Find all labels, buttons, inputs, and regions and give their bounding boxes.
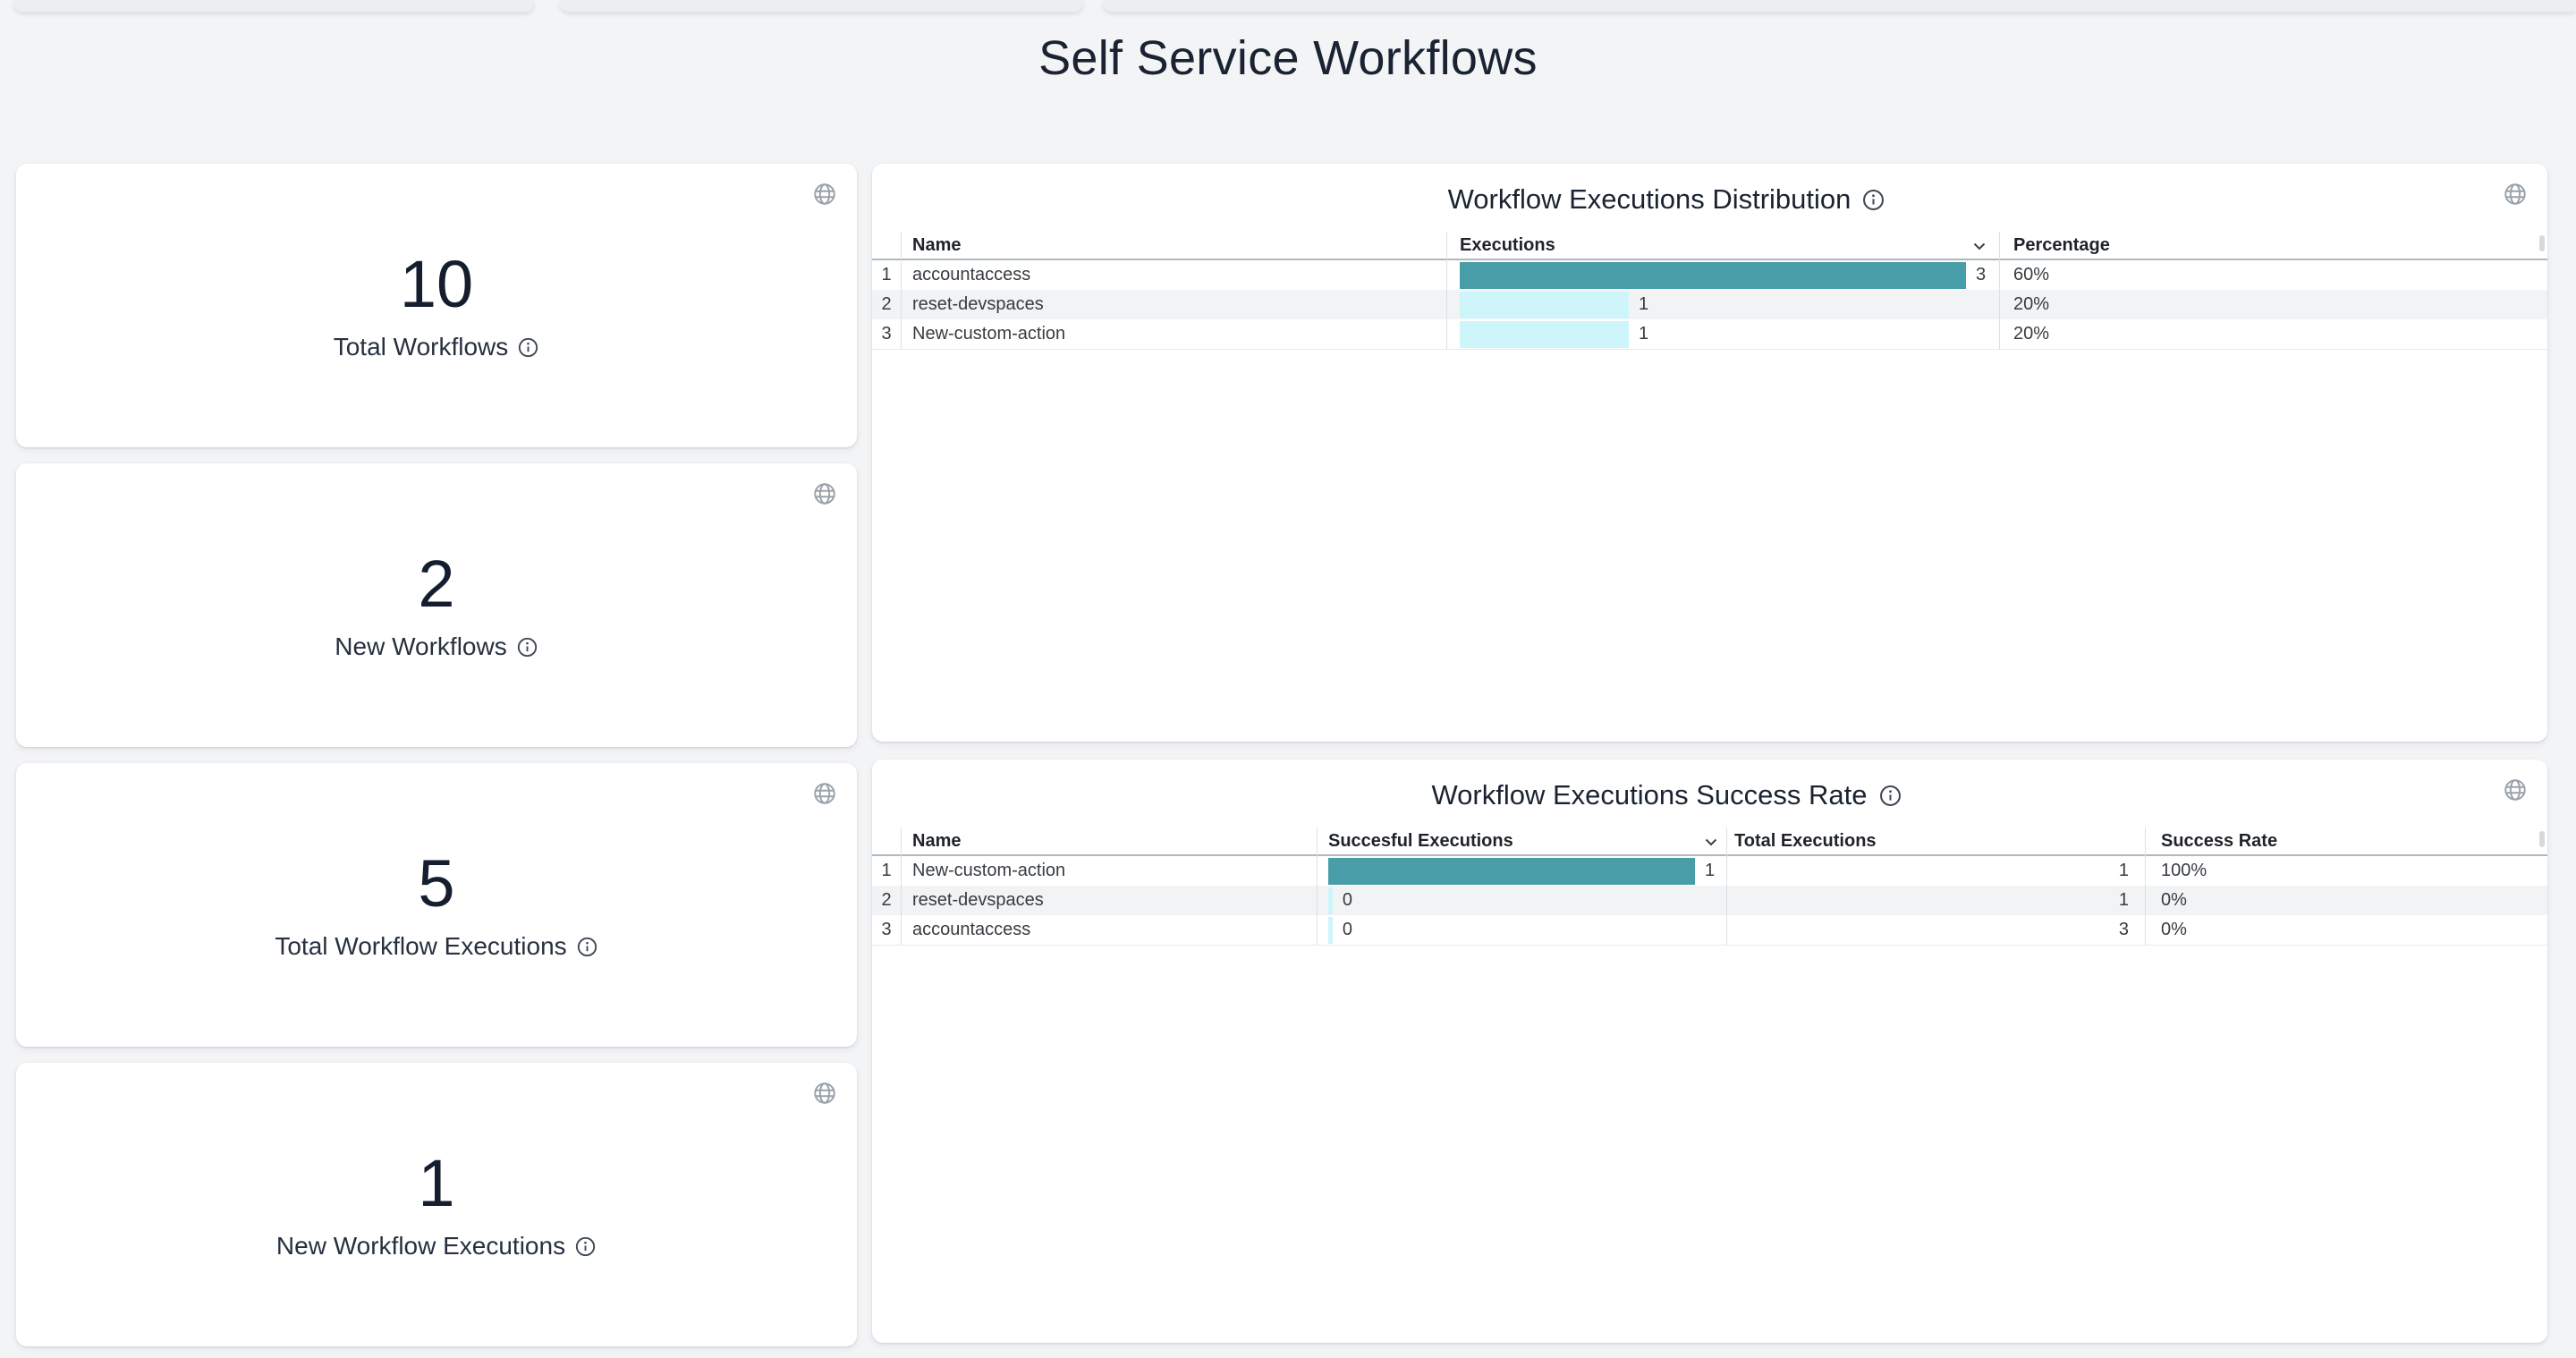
table-bottom-border xyxy=(872,349,2547,350)
info-icon[interactable] xyxy=(574,1235,597,1258)
table-row: 2 reset-devspaces 1 20% xyxy=(872,290,2547,319)
total-executions-value: 3 xyxy=(2118,920,2129,939)
column-header-executions[interactable]: Executions xyxy=(1460,235,1555,255)
stat-value: 2 xyxy=(418,547,455,621)
stat-card-total-workflows: 10 Total Workflows xyxy=(16,164,857,447)
column-divider xyxy=(901,828,902,946)
column-header-success-rate[interactable]: Success Rate xyxy=(2161,831,2278,851)
column-header-successful-executions[interactable]: Succesful Executions xyxy=(1328,831,1513,851)
percentage-value: 60% xyxy=(2013,265,2050,284)
workflow-name: accountaccess xyxy=(912,920,1031,939)
successful-executions-bar xyxy=(1328,916,1333,944)
scrollbar-thumb[interactable] xyxy=(2539,235,2545,251)
executions-value: 3 xyxy=(1976,265,1987,284)
successful-executions-bar xyxy=(1328,887,1333,914)
row-index: 1 xyxy=(881,861,892,880)
workflow-name: accountaccess xyxy=(912,265,1031,284)
globe-icon[interactable] xyxy=(2503,777,2528,802)
table-header-row: Name Succesful Executions Total Executio… xyxy=(872,828,2547,856)
chevron-down-icon[interactable] xyxy=(1969,235,1990,257)
info-icon[interactable] xyxy=(576,936,598,958)
workflow-name: reset-devspaces xyxy=(912,294,1044,314)
widget-title: Workflow Executions Success Rate xyxy=(1431,779,1868,811)
info-icon[interactable] xyxy=(516,636,538,658)
row-index: 2 xyxy=(881,294,892,314)
chevron-down-icon[interactable] xyxy=(1700,831,1722,853)
row-index: 3 xyxy=(881,324,892,344)
widget-title: Workflow Executions Distribution xyxy=(1447,183,1852,215)
column-header-name[interactable]: Name xyxy=(912,831,962,851)
executions-bar xyxy=(1460,291,1630,318)
workflow-name: New-custom-action xyxy=(912,324,1066,344)
globe-icon[interactable] xyxy=(812,1081,837,1106)
stat-value: 1 xyxy=(418,1146,455,1220)
scrolled-card-remnant xyxy=(1103,0,2576,12)
percentage-value: 20% xyxy=(2013,324,2050,344)
column-header-percentage[interactable]: Percentage xyxy=(2013,235,2110,255)
stat-card-new-workflow-executions: 1 New Workflow Executions xyxy=(16,1063,857,1346)
stat-label: Total Workflow Executions xyxy=(275,932,567,960)
scrollbar-thumb[interactable] xyxy=(2539,831,2545,847)
page-title: Self Service Workflows xyxy=(1038,31,1538,85)
total-executions-value: 1 xyxy=(2118,890,2129,910)
stat-card-new-workflows: 2 New Workflows xyxy=(16,463,857,747)
info-icon[interactable] xyxy=(1878,784,1902,808)
workflow-name: reset-devspaces xyxy=(912,890,1044,910)
table-bottom-border xyxy=(872,945,2547,946)
successful-executions-bar xyxy=(1328,857,1695,885)
column-header-name[interactable]: Name xyxy=(912,235,962,255)
stat-value: 10 xyxy=(399,247,474,321)
column-divider xyxy=(2145,828,2146,946)
row-index: 3 xyxy=(881,920,892,939)
workflow-executions-distribution-widget: Workflow Executions Distribution Name Ex… xyxy=(872,164,2547,742)
stat-label: New Workflow Executions xyxy=(275,1232,566,1260)
table-row: 3 New-custom-action 1 20% xyxy=(872,319,2547,349)
row-index: 2 xyxy=(881,890,892,910)
success-rate-value: 100% xyxy=(2161,861,2207,880)
column-divider xyxy=(1317,828,1318,946)
workflow-executions-success-rate-widget: Workflow Executions Success Rate Name Su… xyxy=(872,760,2547,1343)
globe-icon[interactable] xyxy=(812,182,837,207)
successful-executions-value: 0 xyxy=(1342,890,1353,910)
stat-value: 5 xyxy=(418,846,455,921)
table-row: 2 reset-devspaces 0 1 0% xyxy=(872,886,2547,915)
column-divider xyxy=(1726,828,1727,946)
table-row: 3 accountaccess 0 3 0% xyxy=(872,915,2547,945)
globe-icon[interactable] xyxy=(812,781,837,806)
stat-label: New Workflows xyxy=(335,632,507,660)
success-rate-value: 0% xyxy=(2161,920,2187,939)
total-executions-value: 1 xyxy=(2118,861,2129,880)
info-icon[interactable] xyxy=(1861,188,1885,212)
scrolled-card-remnant xyxy=(13,0,534,12)
column-divider xyxy=(901,232,902,350)
executions-bar xyxy=(1460,320,1630,348)
globe-icon[interactable] xyxy=(2503,182,2528,207)
info-icon[interactable] xyxy=(517,336,539,359)
stat-label: Total Workflows xyxy=(333,333,509,361)
successful-executions-value: 1 xyxy=(1705,861,1716,880)
workflow-name: New-custom-action xyxy=(912,861,1066,880)
scrolled-card-remnant xyxy=(560,0,1083,12)
column-header-total-executions[interactable]: Total Executions xyxy=(1734,831,1877,851)
success-rate-value: 0% xyxy=(2161,890,2187,910)
successful-executions-value: 0 xyxy=(1342,920,1353,939)
table-row: 1 New-custom-action 1 1 100% xyxy=(872,856,2547,886)
executions-bar xyxy=(1460,261,1966,289)
executions-value: 1 xyxy=(1639,294,1649,314)
table-header-row: Name Executions Percentage xyxy=(872,232,2547,260)
percentage-value: 20% xyxy=(2013,294,2050,314)
globe-icon[interactable] xyxy=(812,481,837,506)
stat-card-total-workflow-executions: 5 Total Workflow Executions xyxy=(16,763,857,1047)
executions-value: 1 xyxy=(1639,324,1649,344)
table-row: 1 accountaccess 3 60% xyxy=(872,260,2547,290)
row-index: 1 xyxy=(881,265,892,284)
column-divider xyxy=(1999,232,2000,350)
column-divider xyxy=(1446,232,1447,350)
